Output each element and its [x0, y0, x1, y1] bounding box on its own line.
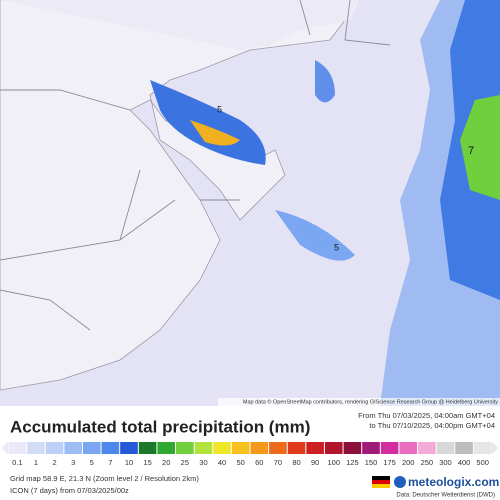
legend-swatch	[231, 442, 250, 454]
legend-swatch	[418, 442, 436, 454]
legend-value: 40	[218, 458, 226, 467]
legend-swatch	[380, 442, 399, 454]
legend-value: 3	[71, 458, 75, 467]
legend-value: 250	[421, 458, 434, 467]
legend-value: 1	[34, 458, 38, 467]
model-info: ICON (7 days) from 07/03/2025/00z	[10, 486, 129, 495]
flag-gold	[372, 484, 390, 488]
legend-value: 20	[162, 458, 170, 467]
legend-swatch	[362, 442, 380, 454]
legend-value: 7	[108, 458, 112, 467]
legend-value: 60	[255, 458, 263, 467]
legend-swatch	[287, 442, 306, 454]
legend-swatch	[157, 442, 176, 454]
legend-swatch	[436, 442, 455, 454]
legend-value: 175	[383, 458, 396, 467]
date-to: to Thu 07/10/2025, 04:00pm GMT+04	[369, 421, 495, 430]
legend-value: 15	[143, 458, 151, 467]
legend-value: 70	[274, 458, 282, 467]
legend-value: 50	[237, 458, 245, 467]
legend-value: 30	[199, 458, 207, 467]
legend-value: 300	[439, 458, 452, 467]
legend-value: 100	[328, 458, 341, 467]
legend-swatch	[324, 442, 343, 454]
legend-swatch	[8, 442, 27, 454]
legend-value: 400	[458, 458, 471, 467]
legend-arrow-left	[2, 442, 8, 454]
legend-value: 125	[346, 458, 359, 467]
attribution: Map data © OpenStreetMap contributors, r…	[243, 398, 498, 405]
precip-hajar-peak	[190, 120, 240, 146]
legend-value: 0.1	[12, 458, 22, 467]
flag-black	[372, 476, 390, 480]
attribution-bg	[218, 398, 500, 406]
grid-info: Grid map 58.9 E, 21.3 N (Zoom level 2 / …	[10, 474, 199, 483]
legend-value: 5	[90, 458, 94, 467]
colorbar: 0.1 1 2 3 5 7 10 15 20 25 30 40 50 60 70 80 90 100 125 150 1…	[2, 442, 498, 467]
borders	[0, 0, 391, 331]
legend-swatch	[45, 442, 64, 454]
precip-east-peak	[460, 95, 500, 200]
map-label: 5	[217, 104, 222, 114]
flag-red	[372, 480, 390, 484]
brand: meteologix.com	[408, 475, 499, 489]
legend-title: Accumulated total precipitation (mm)	[10, 417, 310, 436]
legend-swatch	[194, 442, 213, 454]
legend-swatch	[138, 442, 157, 454]
legend-value: 25	[181, 458, 189, 467]
data-source: Data: Deutscher Wetterdienst (DWD)	[396, 493, 495, 499]
map-label: 7	[468, 145, 474, 157]
date-from: From Thu 07/03/2025, 04:00am GMT+04	[358, 411, 495, 420]
legend-swatch	[343, 442, 362, 454]
legend-swatch	[27, 442, 45, 454]
legend-value: 500	[476, 458, 489, 467]
legend-panel: Accumulated total precipitation (mm) Fro…	[2, 411, 499, 499]
legend-swatch	[473, 442, 492, 454]
legend-swatch	[213, 442, 231, 454]
legend-swatch	[399, 442, 418, 454]
legend-value: 90	[311, 458, 319, 467]
legend-swatch	[455, 442, 473, 454]
legend-value: 200	[402, 458, 415, 467]
legend-value: 2	[52, 458, 56, 467]
legend-value: 150	[365, 458, 378, 467]
map-label: 5	[334, 242, 339, 252]
precip-sea	[275, 210, 355, 261]
legend-swatch	[82, 442, 101, 454]
legend-arrow-right	[492, 442, 498, 454]
map: 5 7 5 Map data © OpenStreetMap contribut…	[0, 0, 500, 406]
legend-swatch	[120, 442, 138, 454]
legend-swatch	[306, 442, 324, 454]
precip-hajar	[150, 80, 266, 165]
legend-swatch	[250, 442, 269, 454]
legend-swatch	[101, 442, 120, 454]
precip-north	[315, 60, 335, 103]
legend-value: 10	[125, 458, 133, 467]
legend-swatch	[269, 442, 287, 454]
legend-swatch	[64, 442, 82, 454]
land-north	[0, 0, 360, 50]
legend-value: 80	[292, 458, 300, 467]
logo-icon	[394, 476, 406, 488]
legend-swatch	[176, 442, 194, 454]
